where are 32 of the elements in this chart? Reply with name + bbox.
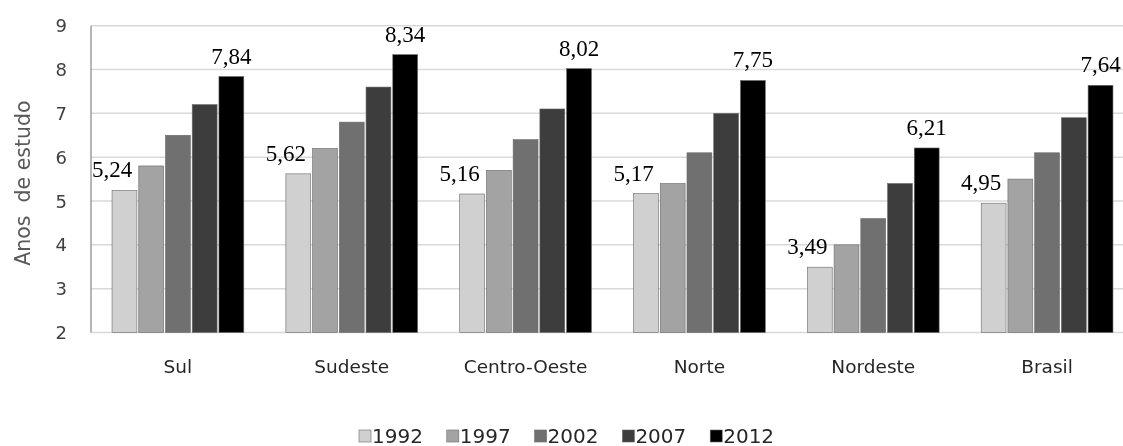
data-label: 7,84 bbox=[211, 43, 252, 69]
x-tick-label: Sudeste bbox=[314, 355, 390, 377]
y-tick-label: 6 bbox=[55, 146, 67, 168]
y-tick-label: 3 bbox=[55, 278, 67, 300]
data-label: 3,49 bbox=[787, 234, 828, 260]
y-tick-label: 4 bbox=[55, 234, 67, 256]
data-label: 8,34 bbox=[385, 21, 426, 47]
legend-label: 2002 bbox=[547, 424, 599, 446]
x-tick-label: Sul bbox=[163, 355, 193, 377]
data-label: 4,95 bbox=[961, 170, 1002, 196]
legend-label: 2007 bbox=[635, 424, 687, 446]
x-tick-label: Centro-Oeste bbox=[463, 355, 588, 377]
y-tick-label: 5 bbox=[55, 190, 67, 212]
data-label: 5,24 bbox=[91, 157, 133, 183]
legend-label: 2012 bbox=[723, 424, 775, 446]
data-label: 7,75 bbox=[732, 47, 773, 73]
x-tick-label: Norte bbox=[673, 355, 726, 377]
data-label: 8,02 bbox=[558, 35, 600, 61]
data-label: 6,21 bbox=[906, 114, 947, 140]
legend-label: 1992 bbox=[372, 424, 423, 446]
y-tick-label: 2 bbox=[55, 322, 67, 343]
data-label: 5,62 bbox=[265, 140, 306, 166]
data-label: 5,17 bbox=[613, 160, 654, 186]
y-axis-title: Anos de estudo bbox=[11, 100, 35, 266]
x-tick-label: Nordeste bbox=[831, 355, 916, 377]
y-tick-label: 7 bbox=[55, 102, 67, 124]
x-tick-label: Brasil bbox=[1021, 355, 1073, 377]
y-tick-label: 8 bbox=[55, 59, 67, 81]
data-label: 5,16 bbox=[439, 161, 480, 186]
legend-label: 1997 bbox=[459, 424, 511, 446]
data-label: 7,64 bbox=[1080, 52, 1122, 78]
y-tick-label: 9 bbox=[55, 15, 67, 37]
